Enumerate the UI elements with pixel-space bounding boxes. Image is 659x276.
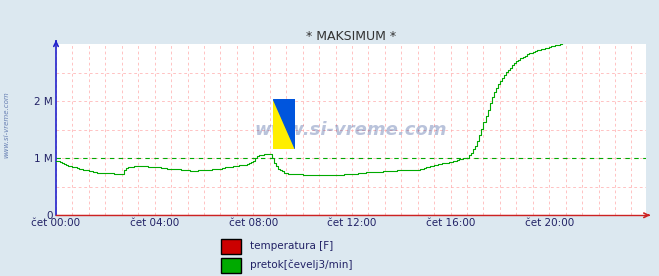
Polygon shape (273, 99, 295, 149)
Text: www.si-vreme.com: www.si-vreme.com (254, 121, 447, 139)
Text: pretok[čevelj3/min]: pretok[čevelj3/min] (250, 260, 353, 270)
Title: * MAKSIMUM *: * MAKSIMUM * (306, 30, 396, 43)
Text: www.si-vreme.com: www.si-vreme.com (3, 91, 10, 158)
Polygon shape (273, 99, 295, 149)
Text: temperatura [F]: temperatura [F] (250, 241, 333, 251)
